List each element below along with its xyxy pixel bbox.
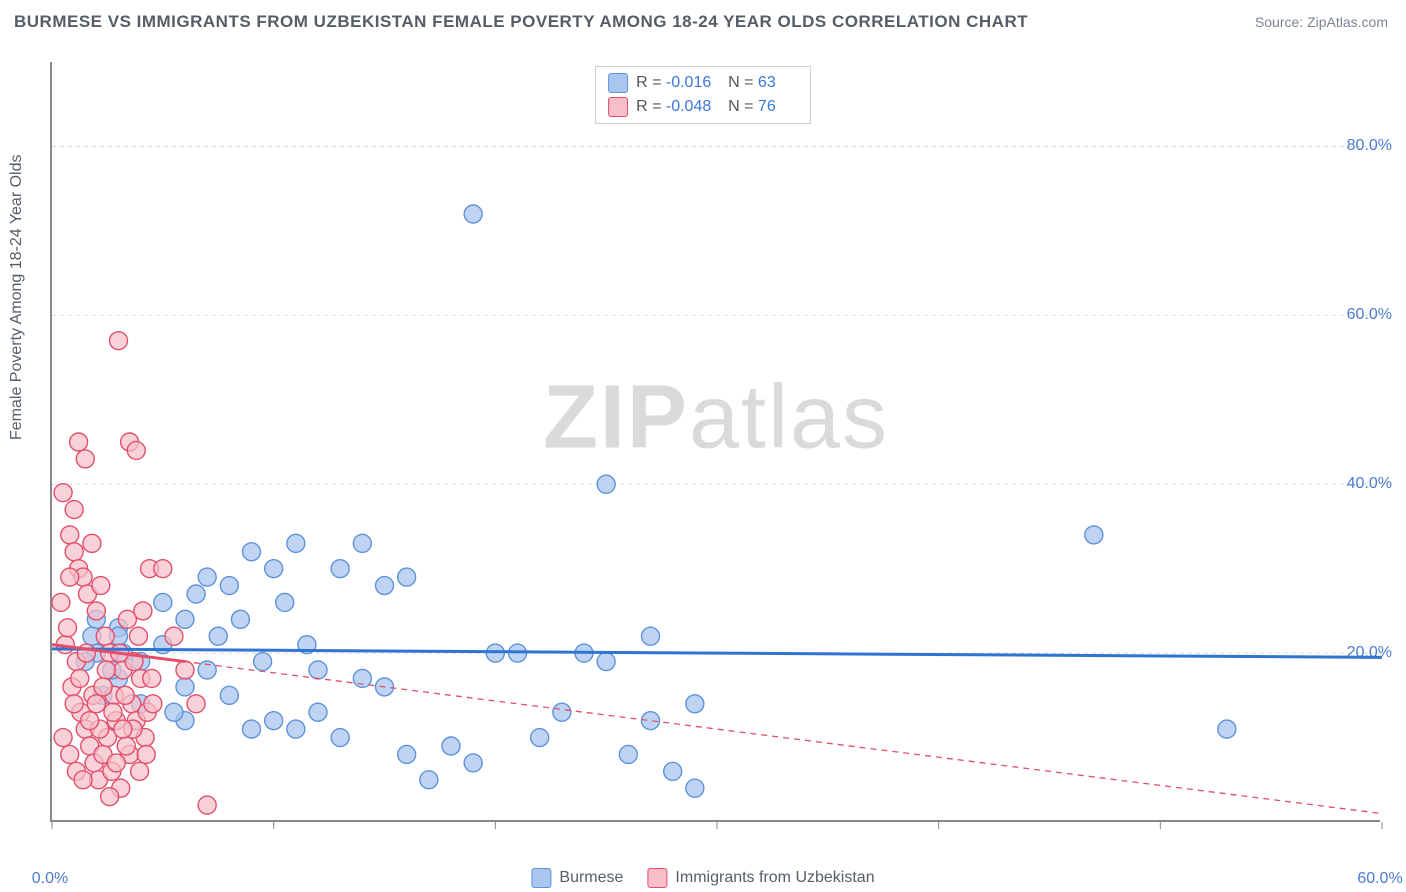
y-axis-label: Female Poverty Among 18-24 Year Olds bbox=[8, 155, 26, 441]
legend-r: R = -0.016 bbox=[636, 74, 711, 92]
legend-r: R = -0.048 bbox=[636, 98, 711, 116]
legend-n: N = 63 bbox=[719, 74, 798, 92]
x-tick-label: 0.0% bbox=[32, 870, 68, 888]
legend-series: Burmese Immigrants from Uzbekistan bbox=[531, 868, 874, 888]
legend-series-item: Immigrants from Uzbekistan bbox=[647, 868, 874, 888]
chart-container: BURMESE VS IMMIGRANTS FROM UZBEKISTAN FE… bbox=[0, 0, 1406, 892]
legend-swatch bbox=[608, 97, 628, 117]
y-tick-label: 80.0% bbox=[1347, 137, 1392, 155]
x-tick-label: 60.0% bbox=[1357, 870, 1402, 888]
legend-stat-row: R = -0.048 N = 76 bbox=[608, 97, 798, 117]
legend-series-label: Immigrants from Uzbekistan bbox=[675, 869, 874, 887]
chart-title: BURMESE VS IMMIGRANTS FROM UZBEKISTAN FE… bbox=[14, 12, 1028, 32]
legend-swatch bbox=[531, 868, 551, 888]
legend-series-label: Burmese bbox=[559, 869, 623, 887]
legend-swatch bbox=[647, 868, 667, 888]
legend-stat-row: R = -0.016 N = 63 bbox=[608, 73, 798, 93]
source-label: Source: ZipAtlas.com bbox=[1255, 14, 1388, 30]
legend-swatch bbox=[608, 73, 628, 93]
legend-n: N = 76 bbox=[719, 98, 798, 116]
plot-svg bbox=[52, 62, 1380, 820]
y-tick-label: 20.0% bbox=[1347, 644, 1392, 662]
y-tick-label: 60.0% bbox=[1347, 306, 1392, 324]
legend-stats: R = -0.016 N = 63 R = -0.048 N = 76 bbox=[595, 66, 811, 124]
plot-area: ZIPatlas bbox=[50, 62, 1380, 822]
y-tick-label: 40.0% bbox=[1347, 475, 1392, 493]
legend-series-item: Burmese bbox=[531, 868, 623, 888]
